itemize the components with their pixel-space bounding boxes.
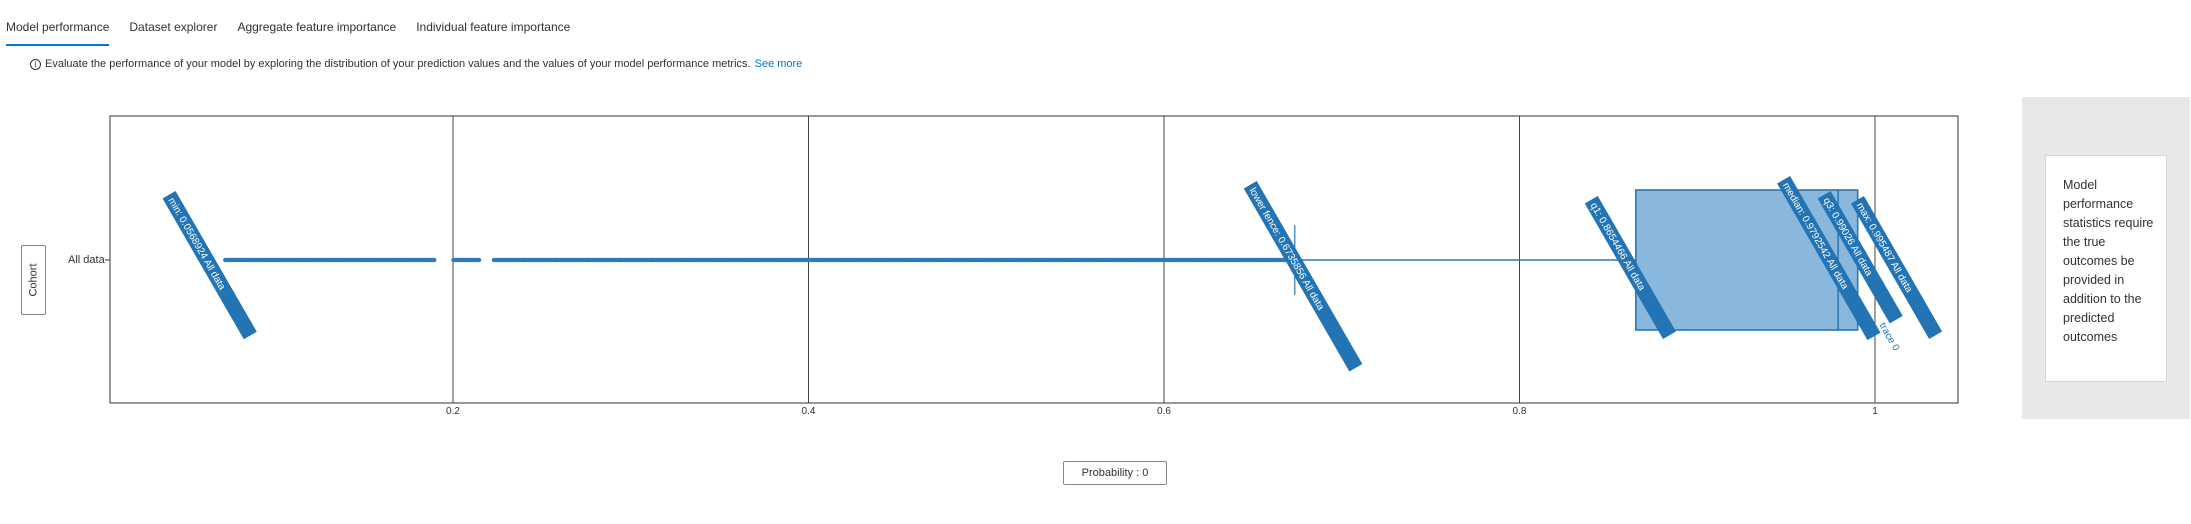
see-more-link[interactable]: See more: [754, 58, 803, 70]
annotation-label-bg: [1777, 176, 1881, 341]
x-tick-label: 1: [1872, 406, 1878, 417]
outlier-point: [432, 257, 437, 263]
tab-model-performance[interactable]: Model performance: [0, 14, 110, 46]
x-tick-label: 0.4: [802, 406, 816, 417]
annotation-label: min: 0.0568924 All data: [162, 191, 257, 340]
annotation-text: min: 0.0568924 All data: [165, 196, 227, 292]
x-tick-label: 0.2: [446, 406, 460, 417]
tab-individual-feature-importance[interactable]: Individual feature importance: [416, 20, 571, 34]
outlier-point: [476, 257, 482, 263]
metrics-side-panel: Model performance statistics require the…: [2022, 97, 2190, 419]
annotation-label-bg: [1817, 191, 1903, 324]
annotation-text: trace 0: [1876, 321, 1901, 353]
annotation-label-bg: [1584, 195, 1676, 339]
x-tick-label: 0.8: [1513, 406, 1527, 417]
info-icon: i: [30, 58, 41, 70]
cohort-button-label: Cohort: [27, 263, 40, 297]
annotation-label: trace 0: [1876, 321, 1901, 353]
annotation-label-bg: [162, 191, 257, 340]
y-tick-label: All data: [68, 254, 106, 266]
annotation-label-bg: [1850, 195, 1943, 339]
cohort-button[interactable]: Cohort: [21, 245, 46, 315]
annotation-label: lower fence: 0.6735856 All data: [1243, 181, 1363, 372]
pivot-tabs: Model performance Dataset explorer Aggre…: [0, 14, 590, 46]
outlier-points: [223, 257, 1297, 263]
metrics-missing-message: Model performance statistics require the…: [2045, 155, 2167, 382]
info-text: Evaluate the performance of your model b…: [45, 58, 751, 70]
x-axis-selector-button[interactable]: Probability : 0: [1063, 461, 1167, 485]
annotation-text: lower fence: 0.6735856 All data: [1247, 186, 1327, 313]
tab-aggregate-feature-importance[interactable]: Aggregate feature importance: [237, 20, 397, 34]
x-tick-label: 0.6: [1157, 406, 1171, 417]
box-iqr: [1635, 189, 1859, 331]
tab-dataset-explorer[interactable]: Dataset explorer: [129, 20, 218, 34]
info-message: i Evaluate the performance of your model…: [30, 58, 802, 70]
annotation-label-bg: [1243, 181, 1363, 372]
